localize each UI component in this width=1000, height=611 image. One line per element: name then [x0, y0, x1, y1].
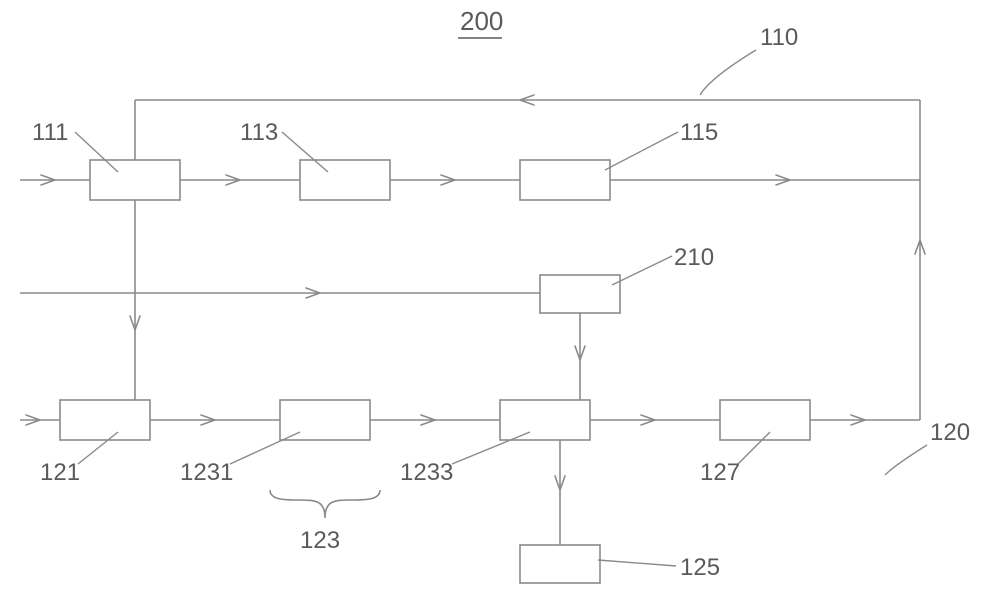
label-leader: [282, 132, 328, 172]
block-b125: [520, 545, 600, 583]
block-b115: [520, 160, 610, 200]
label-123: 123: [300, 527, 340, 554]
label-leader: [700, 50, 756, 95]
diagram-title: 200: [460, 6, 503, 36]
label-leader: [452, 432, 530, 464]
label-120: 120: [930, 419, 970, 446]
label-leader: [605, 132, 678, 170]
label-1231: 1231: [180, 459, 233, 486]
label-111: 111: [32, 119, 68, 146]
label-leader: [598, 560, 676, 566]
brace-123: [270, 490, 380, 518]
block-b111: [90, 160, 180, 200]
label-121: 121: [40, 459, 80, 486]
block-b1231: [280, 400, 370, 440]
label-leader: [230, 432, 300, 464]
label-210: 210: [674, 244, 714, 271]
label-110: 110: [760, 24, 798, 51]
block-b121: [60, 400, 150, 440]
label-leader: [738, 432, 770, 464]
block-b113: [300, 160, 390, 200]
label-leader: [612, 256, 672, 285]
label-113: 113: [240, 119, 278, 146]
label-125: 125: [680, 554, 720, 581]
label-leader: [78, 432, 118, 464]
label-leader: [75, 132, 118, 172]
block-b210: [540, 275, 620, 313]
block-b127: [720, 400, 810, 440]
label-115: 115: [680, 119, 718, 146]
label-127: 127: [700, 459, 740, 486]
block-b1233: [500, 400, 590, 440]
label-1233: 1233: [400, 459, 453, 486]
label-leader: [885, 445, 927, 475]
